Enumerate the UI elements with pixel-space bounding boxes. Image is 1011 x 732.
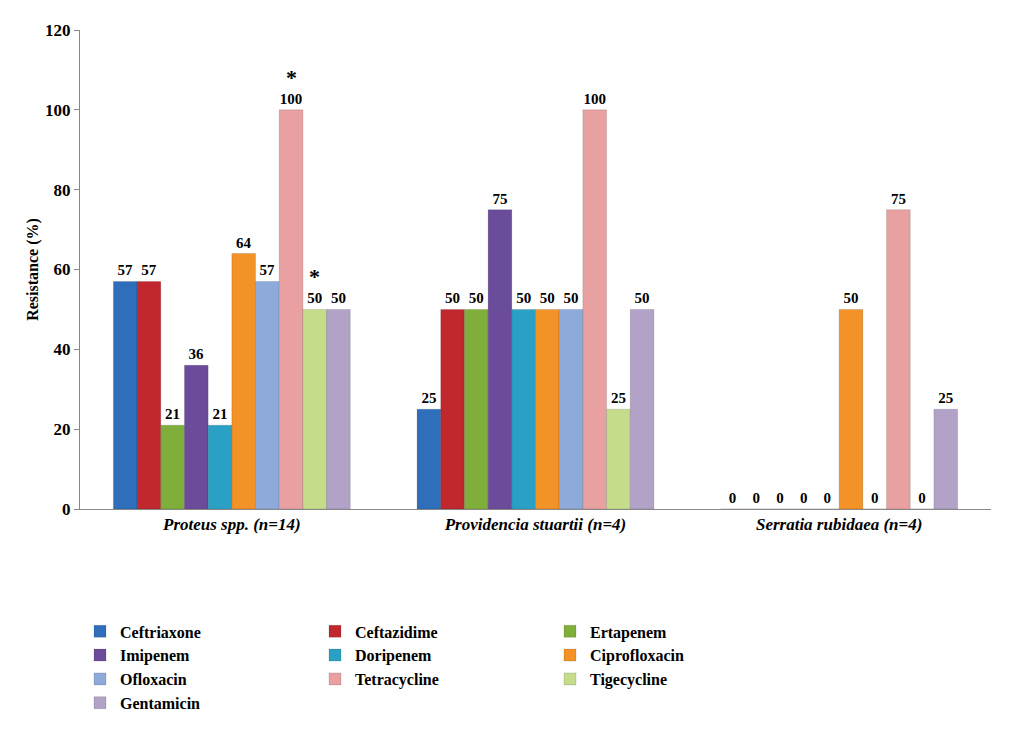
svg-text:36: 36 bbox=[189, 346, 205, 362]
svg-text:50: 50 bbox=[540, 290, 555, 306]
svg-text:64: 64 bbox=[236, 235, 252, 251]
svg-text:25: 25 bbox=[611, 390, 626, 406]
svg-text:Tigecycline: Tigecycline bbox=[590, 671, 667, 689]
svg-text:80: 80 bbox=[54, 181, 71, 200]
svg-text:25: 25 bbox=[938, 390, 953, 406]
svg-text:0: 0 bbox=[871, 490, 879, 506]
svg-text:Ertapenem: Ertapenem bbox=[590, 624, 667, 642]
svg-text:75: 75 bbox=[492, 191, 507, 207]
svg-text:57: 57 bbox=[260, 262, 276, 278]
svg-text:100: 100 bbox=[583, 91, 606, 107]
svg-text:40: 40 bbox=[54, 340, 71, 359]
svg-text:Resistance (%): Resistance (%) bbox=[24, 218, 42, 321]
svg-text:0: 0 bbox=[62, 500, 71, 519]
svg-text:50: 50 bbox=[445, 290, 460, 306]
svg-text:75: 75 bbox=[891, 191, 906, 207]
svg-text:20: 20 bbox=[54, 420, 71, 439]
svg-text:Tetracycline: Tetracycline bbox=[355, 671, 439, 689]
svg-text:Ciprofloxacin: Ciprofloxacin bbox=[590, 647, 684, 665]
svg-text:Gentamicin: Gentamicin bbox=[120, 695, 200, 712]
svg-text:Ofloxacin: Ofloxacin bbox=[120, 671, 187, 688]
svg-text:0: 0 bbox=[824, 490, 832, 506]
svg-text:*: * bbox=[309, 264, 320, 289]
svg-text:57: 57 bbox=[117, 262, 133, 278]
svg-text:*: * bbox=[286, 65, 297, 90]
svg-text:0: 0 bbox=[800, 490, 808, 506]
svg-text:Proteus spp. (n=14): Proteus spp. (n=14) bbox=[162, 515, 301, 534]
svg-text:50: 50 bbox=[516, 290, 531, 306]
svg-text:120: 120 bbox=[45, 21, 71, 40]
svg-text:100: 100 bbox=[280, 91, 303, 107]
svg-text:Serratia rubidaea (n=4): Serratia rubidaea (n=4) bbox=[756, 515, 922, 534]
svg-text:50: 50 bbox=[564, 290, 579, 306]
svg-text:25: 25 bbox=[421, 390, 436, 406]
svg-text:50: 50 bbox=[844, 290, 859, 306]
svg-text:Providencia stuartii (n=4): Providencia stuartii (n=4) bbox=[444, 515, 627, 534]
svg-text:0: 0 bbox=[776, 490, 784, 506]
svg-text:Ceftriaxone: Ceftriaxone bbox=[120, 624, 201, 641]
svg-text:0: 0 bbox=[918, 490, 926, 506]
svg-text:100: 100 bbox=[45, 101, 71, 120]
svg-text:0: 0 bbox=[729, 490, 737, 506]
svg-text:Doripenem: Doripenem bbox=[355, 647, 432, 665]
svg-text:Ceftazidime: Ceftazidime bbox=[355, 624, 438, 641]
svg-text:57: 57 bbox=[141, 262, 157, 278]
svg-text:60: 60 bbox=[54, 260, 71, 279]
svg-text:Imipenem: Imipenem bbox=[120, 647, 190, 665]
svg-text:50: 50 bbox=[469, 290, 484, 306]
svg-text:21: 21 bbox=[212, 406, 227, 422]
svg-text:21: 21 bbox=[165, 406, 180, 422]
svg-text:50: 50 bbox=[331, 290, 346, 306]
svg-text:0: 0 bbox=[753, 490, 761, 506]
svg-text:50: 50 bbox=[307, 290, 322, 306]
svg-text:50: 50 bbox=[635, 290, 650, 306]
